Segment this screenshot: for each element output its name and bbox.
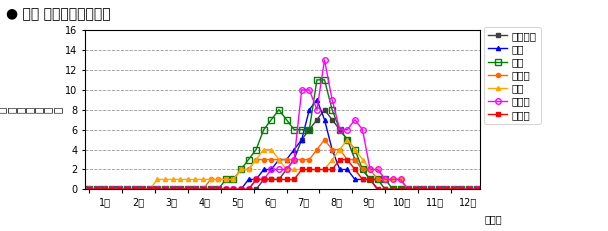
宇和島 — [268, 178, 275, 181]
宇和島 — [344, 158, 351, 161]
松山市 — [473, 188, 480, 191]
八幡浜 — [450, 188, 457, 191]
松山市 — [328, 148, 336, 151]
中予 — [450, 188, 457, 191]
松山市 — [116, 188, 123, 191]
今治 — [222, 178, 229, 181]
八幡浜 — [344, 128, 351, 131]
Line: 四国中央: 四国中央 — [87, 108, 478, 191]
Legend: 四国中央, 西条, 今治, 松山市, 中予, 八幡浜, 宇和島: 四国中央, 西条, 今治, 松山市, 中予, 八幡浜, 宇和島 — [484, 27, 541, 124]
中予 — [268, 148, 275, 151]
松山市 — [321, 138, 328, 141]
Text: （週）: （週） — [485, 214, 502, 225]
西条 — [473, 188, 480, 191]
西条 — [344, 168, 351, 171]
今治 — [268, 118, 275, 121]
Line: 中予: 中予 — [87, 137, 478, 191]
Y-axis label: 定
点
当
た
り
患
者
報
告
数: 定 点 当 た り 患 者 報 告 数 — [0, 106, 63, 113]
宇和島 — [85, 188, 92, 191]
八幡浜 — [85, 188, 92, 191]
西条 — [116, 188, 123, 191]
四国中央 — [321, 108, 328, 111]
宇和島 — [321, 168, 328, 171]
松山市 — [450, 188, 457, 191]
八幡浜 — [222, 188, 229, 191]
今治 — [328, 108, 336, 111]
Text: ● 県内 保健所別発生動向: ● 県内 保健所別発生動向 — [6, 7, 111, 21]
中予 — [321, 168, 328, 171]
今治 — [450, 188, 457, 191]
宇和島 — [336, 158, 344, 161]
西条 — [222, 188, 229, 191]
今治 — [116, 188, 123, 191]
Line: 西条: 西条 — [87, 98, 478, 191]
四国中央 — [344, 138, 351, 141]
四国中央 — [116, 188, 123, 191]
八幡浜 — [321, 58, 328, 61]
八幡浜 — [116, 188, 123, 191]
松山市 — [85, 188, 92, 191]
今治 — [344, 138, 351, 141]
四国中央 — [222, 188, 229, 191]
四国中央 — [450, 188, 457, 191]
中予 — [473, 188, 480, 191]
Line: 今治: 今治 — [86, 77, 479, 192]
八幡浜 — [473, 188, 480, 191]
中予 — [116, 188, 123, 191]
八幡浜 — [268, 168, 275, 171]
松山市 — [268, 158, 275, 161]
西条 — [85, 188, 92, 191]
松山市 — [222, 178, 229, 181]
宇和島 — [450, 188, 457, 191]
西条 — [268, 168, 275, 171]
今治 — [473, 188, 480, 191]
西条 — [450, 188, 457, 191]
四国中央 — [473, 188, 480, 191]
八幡浜 — [328, 98, 336, 101]
中予 — [344, 138, 351, 141]
中予 — [336, 148, 344, 151]
今治 — [313, 79, 320, 81]
今治 — [85, 188, 92, 191]
宇和島 — [116, 188, 123, 191]
四国中央 — [85, 188, 92, 191]
宇和島 — [473, 188, 480, 191]
松山市 — [344, 158, 351, 161]
中予 — [85, 188, 92, 191]
西条 — [313, 98, 320, 101]
西条 — [328, 148, 336, 151]
四国中央 — [268, 178, 275, 181]
宇和島 — [222, 188, 229, 191]
四国中央 — [328, 118, 336, 121]
Line: 八幡浜: 八幡浜 — [86, 57, 479, 192]
中予 — [222, 178, 229, 181]
Line: 宇和島: 宇和島 — [87, 158, 478, 191]
Line: 松山市: 松山市 — [87, 137, 478, 191]
